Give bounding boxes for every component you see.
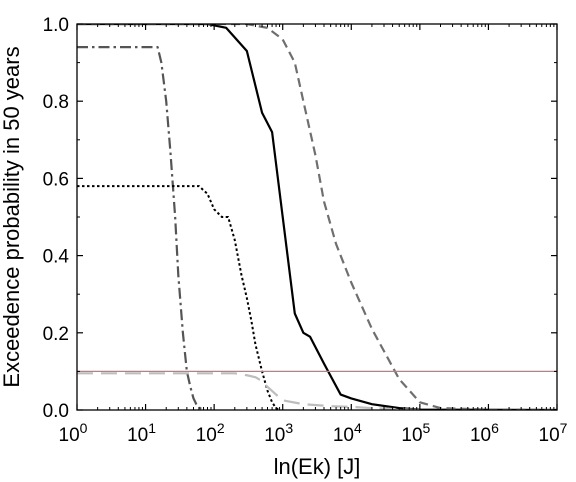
series-line-4-dashed [77, 24, 557, 410]
x-tick-label: 102 [196, 420, 225, 446]
y-tick-label: 0.6 [43, 169, 69, 190]
series-line-5-long-dash [77, 372, 420, 410]
y-tick-label: 0.8 [43, 92, 69, 113]
ticks-layer [76, 23, 558, 411]
x-tick-label: 107 [539, 420, 568, 446]
series-line-1-dash-dot [77, 46, 205, 410]
x-tick-label: 103 [264, 420, 293, 446]
y-tick-label: 0.0 [43, 401, 69, 422]
x-tick-label: 101 [127, 420, 156, 446]
x-tick-label: 104 [333, 420, 362, 446]
series-layer [77, 24, 557, 410]
series-line-2-dotted [77, 185, 281, 410]
y-axis-label: Exceedence probability in 50 years [0, 46, 24, 387]
y-tick-label: 1.0 [43, 15, 69, 36]
y-tick-label: 0.4 [43, 247, 70, 268]
x-tick-label: 106 [470, 420, 499, 446]
tick-labels-layer: 0.0 0.2 0.4 0.6 0.8 1.0 100 101 102 103 104 105 106 1… [43, 15, 568, 446]
y-tick-label: 0.2 [43, 324, 69, 345]
x-axis-label: ln(Ek) [J] [274, 454, 361, 479]
series-line-3-solid [77, 24, 557, 410]
x-tick-label: 105 [401, 420, 430, 446]
x-tick-label: 100 [59, 420, 88, 446]
